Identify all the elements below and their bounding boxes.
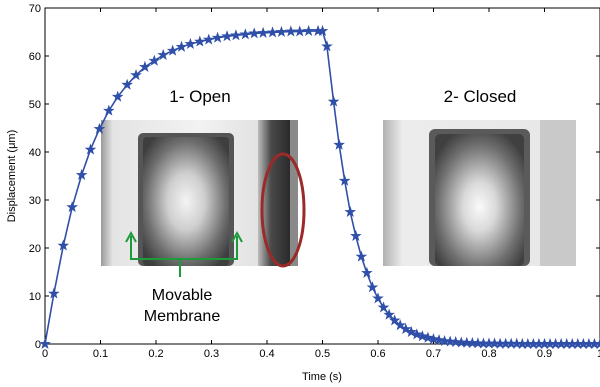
- data-point: [239, 28, 252, 40]
- data-point: [344, 205, 357, 217]
- y-tick-label: 70: [29, 3, 41, 15]
- data-point: [248, 27, 261, 39]
- x-tick-label: 0.8: [481, 348, 496, 360]
- x-tick-label: 0.6: [370, 348, 385, 360]
- open-state-title: 1- Open: [169, 87, 230, 106]
- data-point: [427, 333, 440, 345]
- y-tick-label: 10: [29, 291, 41, 303]
- y-tick-label: 40: [29, 147, 41, 159]
- x-tick-label: 0.3: [204, 348, 219, 360]
- data-point: [433, 334, 445, 346]
- membrane-arrows: [125, 230, 243, 277]
- data-point: [266, 26, 279, 38]
- data-point: [366, 281, 379, 293]
- data-point: [316, 24, 329, 36]
- y-tick-label: 30: [29, 195, 41, 207]
- data-point: [333, 138, 345, 150]
- data-point: [211, 31, 224, 43]
- data-point: [57, 239, 70, 251]
- data-point: [327, 95, 340, 107]
- gap-highlight-ellipse: [260, 152, 306, 268]
- x-tick-label: 0.1: [93, 348, 108, 360]
- x-axis-title: Time (s): [302, 371, 342, 383]
- data-point: [230, 29, 242, 41]
- data-point: [422, 331, 434, 343]
- inset-closed-micrograph: [383, 120, 576, 266]
- data-point: [321, 40, 333, 52]
- data-point: [377, 301, 390, 313]
- x-tick-label: 0.9: [537, 348, 552, 360]
- y-tick-label: 0: [35, 339, 41, 351]
- data-point: [175, 40, 188, 52]
- data-point: [48, 287, 60, 299]
- data-point: [372, 292, 384, 304]
- data-point: [275, 25, 288, 37]
- x-tick-label: 0: [42, 348, 48, 360]
- data-point: [293, 25, 306, 37]
- data-point: [75, 168, 88, 180]
- data-point: [338, 174, 351, 186]
- data-point: [405, 325, 418, 337]
- data-point: [103, 104, 115, 116]
- data-point: [388, 314, 401, 326]
- data-point: [84, 143, 97, 155]
- data-point: [399, 323, 412, 335]
- y-axis-title: Displacement (μm): [6, 130, 18, 223]
- data-point: [139, 60, 151, 72]
- data-point: [93, 122, 106, 134]
- inset-open-micrograph: [101, 120, 298, 266]
- data-point: [383, 308, 395, 320]
- data-point: [121, 78, 133, 90]
- data-point: [202, 33, 215, 45]
- x-tick-label: 0.2: [148, 348, 163, 360]
- x-tick-label: 1: [597, 348, 600, 360]
- membrane-label-line2: Membrane: [144, 308, 221, 325]
- y-tick-label: 60: [29, 51, 41, 63]
- x-tick-label: 0.4: [259, 348, 274, 360]
- data-point: [349, 229, 362, 241]
- data-point: [221, 30, 233, 42]
- data-point: [148, 54, 161, 66]
- data-point: [302, 24, 315, 36]
- data-point: [411, 328, 423, 340]
- closed-state-title: 2- Closed: [444, 87, 517, 106]
- data-point: [438, 335, 451, 347]
- data-point: [416, 330, 429, 342]
- x-tick-label: 0.7: [426, 348, 441, 360]
- data-point: [184, 37, 197, 49]
- x-tick-label: 0.5: [315, 348, 330, 360]
- data-point: [66, 201, 78, 213]
- data-point: [130, 69, 142, 81]
- series-layer: [39, 24, 600, 349]
- data-point: [194, 35, 206, 47]
- data-point: [361, 266, 373, 278]
- data-point: [257, 26, 269, 38]
- x-axis: 0 0.1 0.2 0.3 0.4 0.5 0.6 0.7 0.8 0.9 1: [42, 8, 600, 360]
- data-point: [157, 48, 170, 60]
- data-point: [111, 90, 124, 102]
- y-tick-label: 50: [29, 99, 41, 111]
- data-point: [444, 335, 456, 347]
- membrane-label-line1: Movable: [152, 287, 213, 304]
- y-axis: 0 10 20 30 40 50 60 70: [29, 3, 600, 351]
- y-tick-label: 20: [29, 243, 41, 255]
- data-point: [594, 337, 600, 349]
- data-point: [355, 250, 368, 262]
- data-point: [39, 337, 51, 349]
- data-point: [166, 44, 179, 56]
- data-point: [449, 335, 462, 348]
